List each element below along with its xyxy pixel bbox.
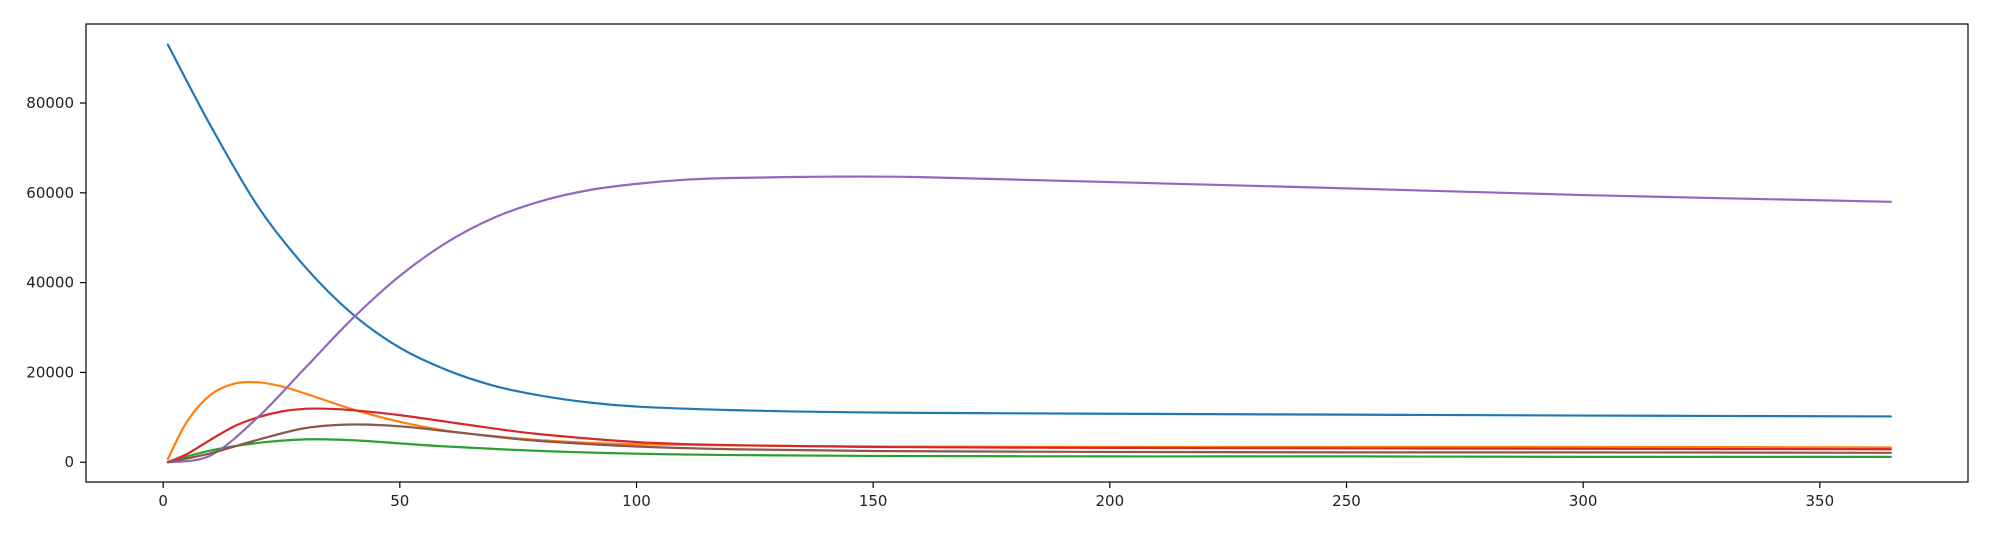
x-tick-label: 150 bbox=[859, 492, 888, 510]
plot-frame bbox=[85, 23, 1969, 483]
y-tick-label: 60000 bbox=[26, 184, 74, 202]
y-tick-label: 40000 bbox=[26, 274, 74, 292]
x-tick-label: 50 bbox=[390, 492, 409, 510]
plot-area bbox=[86, 24, 1968, 482]
x-tick-label: 200 bbox=[1096, 492, 1125, 510]
x-tick-label: 300 bbox=[1569, 492, 1598, 510]
series-line-1 bbox=[166, 43, 1892, 418]
series-layer bbox=[166, 43, 1892, 464]
y-tick-label: 80000 bbox=[26, 94, 74, 112]
series-line-5 bbox=[166, 175, 1892, 464]
x-tick-label: 0 bbox=[158, 492, 168, 510]
series-line-3 bbox=[166, 438, 1892, 463]
x-axis: 0 50 100 150 200 250 300 350 bbox=[158, 482, 1834, 510]
series-line-6 bbox=[166, 423, 1892, 464]
x-tick-label: 100 bbox=[622, 492, 651, 510]
x-tick-label: 250 bbox=[1332, 492, 1361, 510]
y-tick-label: 20000 bbox=[26, 363, 74, 381]
y-tick-label: 0 bbox=[64, 453, 74, 471]
y-axis: 0 20000 40000 60000 80000 bbox=[26, 94, 86, 471]
x-tick-label: 350 bbox=[1806, 492, 1835, 510]
